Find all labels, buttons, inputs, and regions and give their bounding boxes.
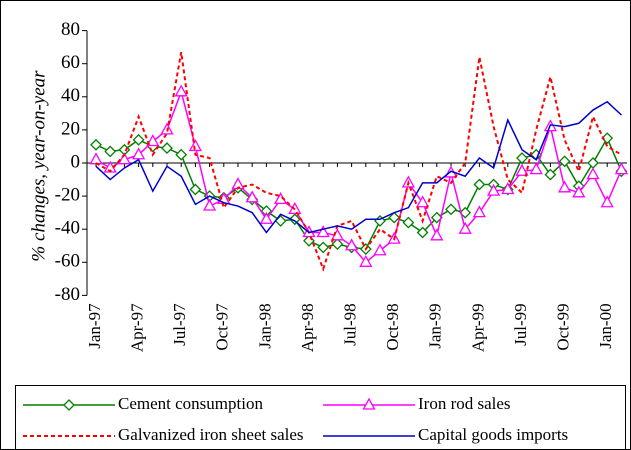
point-marker [132, 147, 146, 160]
point-marker [402, 216, 415, 229]
point-marker [317, 241, 330, 254]
point-marker [459, 206, 472, 219]
point-marker [146, 134, 160, 147]
point-marker [516, 152, 528, 164]
x-tick-label: Jul-99 [511, 303, 530, 346]
y-tick-label: -40 [55, 218, 80, 239]
x-tick-label: Oct-98 [383, 303, 402, 350]
y-tick-label: -80 [55, 284, 80, 305]
point-marker [458, 221, 472, 234]
y-tick-label: 60 [61, 52, 80, 73]
point-marker [245, 190, 259, 203]
point-marker [558, 180, 572, 193]
y-tick-label: 40 [61, 85, 80, 106]
point-marker [544, 168, 557, 181]
x-tick-label: Jan-99 [426, 303, 445, 348]
x-tick-label: Jan-00 [596, 303, 615, 348]
legend-label: Galvanized iron sheet sales [118, 425, 304, 444]
point-marker [104, 145, 117, 158]
y-tick-label: 0 [71, 151, 81, 172]
point-marker [203, 198, 217, 211]
point-marker [188, 139, 202, 152]
point-marker [430, 211, 443, 224]
point-marker [515, 163, 529, 176]
point-marker [189, 183, 202, 196]
point-marker [373, 243, 387, 256]
legend-marker [63, 399, 75, 411]
x-tick-label: Oct-99 [554, 303, 573, 350]
point-marker [161, 142, 173, 155]
point-marker [388, 211, 401, 224]
series-line [95, 51, 622, 272]
point-marker [572, 185, 586, 198]
legend-label: Capital goods imports [418, 425, 568, 444]
point-marker [529, 162, 543, 175]
point-marker [416, 226, 429, 239]
legend-label: Cement consumption [118, 394, 263, 413]
point-marker [359, 254, 373, 267]
point-marker [316, 225, 330, 238]
point-marker [614, 162, 628, 175]
point-marker [117, 152, 131, 165]
point-marker [601, 132, 614, 145]
point-marker [345, 238, 359, 251]
point-marker [288, 213, 301, 226]
x-tick-label: Jul-97 [170, 303, 189, 346]
x-tick-label: Jan-98 [255, 303, 274, 348]
legend-marker [362, 397, 376, 410]
point-marker [473, 178, 486, 191]
point-marker [472, 205, 486, 218]
y-axis-label: % changes, year-on-year [28, 70, 49, 262]
point-marker [175, 148, 188, 161]
point-marker [501, 182, 515, 195]
x-tick-label: Apr-98 [298, 303, 317, 352]
y-tick-label: 80 [61, 19, 80, 40]
point-marker [331, 238, 344, 251]
y-tick-label: -60 [55, 251, 80, 272]
point-marker [430, 228, 444, 241]
point-marker [90, 138, 102, 151]
point-marker [558, 155, 571, 168]
point-marker [259, 211, 273, 224]
point-marker [487, 183, 501, 196]
point-marker [174, 84, 188, 97]
y-tick-label: 20 [61, 118, 80, 139]
point-marker [600, 195, 614, 208]
x-tick-label: Jul-98 [341, 303, 360, 346]
x-tick-label: Apr-97 [128, 303, 147, 352]
x-tick-label: Jan-97 [85, 303, 104, 349]
point-marker [586, 167, 600, 180]
point-marker [132, 133, 145, 146]
series-line [95, 100, 622, 234]
y-tick-label: -20 [55, 184, 80, 205]
point-marker [416, 195, 430, 208]
x-tick-label: Oct-97 [213, 303, 232, 351]
point-marker [445, 203, 457, 216]
x-tick-label: Apr-99 [468, 303, 487, 352]
legend-label: Iron rod sales [418, 394, 511, 413]
